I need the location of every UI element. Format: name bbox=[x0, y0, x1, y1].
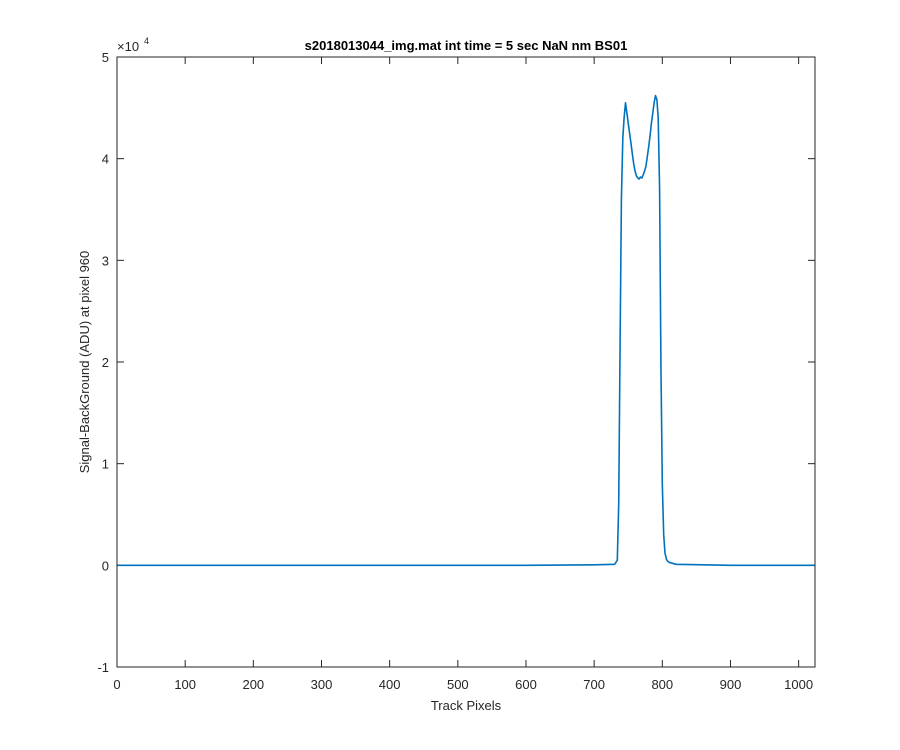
y-tick-label: 4 bbox=[102, 152, 109, 167]
x-tick-label: 300 bbox=[311, 677, 333, 692]
x-tick-label: 800 bbox=[651, 677, 673, 692]
y-tick-label: -1 bbox=[97, 660, 109, 675]
plot-background bbox=[117, 57, 815, 667]
y-multiplier-label: ×10 bbox=[117, 39, 139, 54]
x-tick-label: 200 bbox=[242, 677, 264, 692]
x-tick-label: 1000 bbox=[784, 677, 813, 692]
signal-series-line bbox=[117, 94, 815, 567]
x-axis-title: Track Pixels bbox=[431, 698, 502, 713]
x-tick-label: 900 bbox=[720, 677, 742, 692]
x-tick-label: 700 bbox=[583, 677, 605, 692]
y-axis-title: Signal-BackGround (ADU) at pixel 960 bbox=[77, 251, 92, 474]
x-tick-label: 600 bbox=[515, 677, 537, 692]
y-tick-labels: -1 0 1 2 3 4 5 bbox=[97, 50, 109, 675]
plot-box bbox=[116, 56, 816, 668]
chart-title: s2018013044_img.mat int time = 5 sec NaN… bbox=[305, 38, 628, 53]
y-tick-label: 0 bbox=[102, 558, 109, 573]
x-tick-label: 400 bbox=[379, 677, 401, 692]
y-tick-label: 5 bbox=[102, 50, 109, 65]
y-tick-label: 1 bbox=[102, 457, 109, 472]
x-tick-labels: 0 100 200 300 400 500 600 700 800 900 1000 bbox=[113, 677, 813, 692]
x-tick-label: 500 bbox=[447, 677, 469, 692]
y-multiplier-exponent: 4 bbox=[144, 36, 149, 46]
y-tick-label: 2 bbox=[102, 355, 109, 370]
y-tick-label: 3 bbox=[102, 253, 109, 268]
x-tick-label: 100 bbox=[174, 677, 196, 692]
x-tick-label: 0 bbox=[113, 677, 120, 692]
